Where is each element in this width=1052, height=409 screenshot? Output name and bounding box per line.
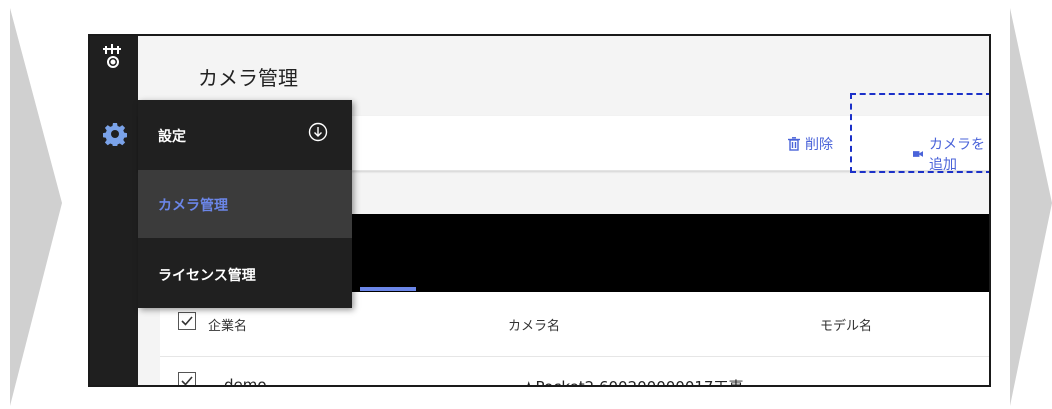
left-chevron-decoration [10, 8, 62, 406]
table-header-row: 企業名 カメラ名 モデル名 [160, 292, 989, 357]
trash-icon [788, 137, 800, 151]
select-all-checkbox[interactable] [178, 312, 196, 330]
row-checkbox[interactable] [178, 372, 196, 385]
menu-section-header[interactable]: 設定 [138, 100, 352, 170]
tower-logo-icon[interactable] [102, 44, 126, 70]
menu-item-camera-management[interactable]: カメラ管理 [138, 170, 352, 238]
header-company[interactable]: 企業名 [208, 319, 248, 334]
menu-section-label: 設定 [158, 129, 186, 145]
checkbox-checked-icon [181, 376, 193, 385]
highlight-box [850, 93, 989, 173]
menu-item-label: ライセンス管理 [158, 268, 256, 284]
right-chevron-decoration [1010, 8, 1052, 406]
active-tab-indicator [360, 287, 416, 291]
app-window: カメラ管理 削除 カメラを追加 [88, 34, 991, 387]
camera-icon [913, 151, 923, 157]
menu-item-license-management[interactable]: ライセンス管理 [138, 240, 352, 308]
cell-camera: ★Pocket2 600200000017工事 [522, 378, 744, 387]
add-camera-label: カメラを追加 [929, 137, 985, 173]
checkbox-checked-icon [181, 316, 193, 326]
header-camera[interactable]: カメラ名 [508, 319, 561, 334]
add-camera-button[interactable]: カメラを追加 [913, 134, 989, 174]
settings-dropdown-menu: 設定 カメラ管理 ライセンス管理 [138, 100, 352, 308]
icon-sidebar [90, 36, 138, 385]
cell-company: demo [224, 376, 267, 387]
page-title: カメラ管理 [198, 66, 298, 90]
menu-item-label: カメラ管理 [158, 198, 228, 214]
delete-button[interactable]: 削除 [788, 134, 833, 154]
delete-label: 削除 [805, 137, 833, 153]
gear-icon[interactable] [103, 122, 127, 146]
header-model[interactable]: モデル名 [820, 319, 873, 334]
circle-arrow-down-icon[interactable] [308, 122, 328, 142]
